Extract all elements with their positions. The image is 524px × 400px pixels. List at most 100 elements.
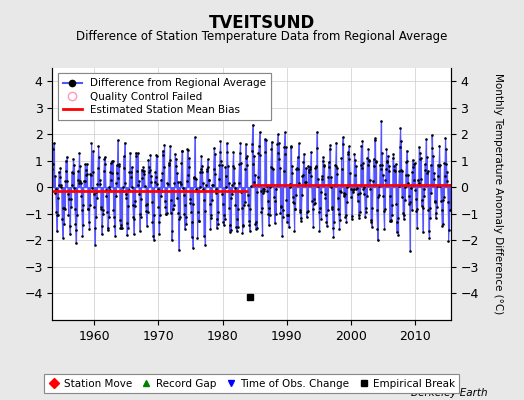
Point: [127, 164, 136, 170]
Point: [80, 177, 89, 184]
Point: [157, 188, 166, 194]
Point: [241, 199, 249, 205]
Point: [216, 138, 225, 144]
Point: [166, 157, 174, 163]
Point: [381, 177, 389, 183]
Point: [119, 153, 128, 160]
Point: [100, 168, 108, 174]
Point: [139, 168, 147, 174]
Point: [123, 220, 132, 226]
Point: [155, 218, 163, 225]
Point: [244, 202, 253, 208]
Point: [280, 144, 288, 150]
Point: [93, 195, 101, 202]
Point: [331, 162, 339, 168]
Point: [341, 191, 349, 198]
Point: [349, 189, 357, 196]
Point: [256, 188, 265, 194]
Point: [220, 211, 228, 218]
Point: [263, 183, 271, 189]
Point: [242, 140, 250, 147]
Point: [403, 158, 411, 164]
Point: [328, 206, 336, 212]
Point: [315, 228, 324, 234]
Point: [363, 192, 371, 199]
Point: [64, 191, 72, 197]
Point: [369, 156, 378, 162]
Point: [356, 209, 364, 215]
Point: [329, 233, 337, 240]
Point: [282, 218, 291, 225]
Point: [278, 214, 287, 220]
Point: [173, 179, 182, 186]
Point: [58, 234, 67, 241]
Point: [299, 171, 307, 178]
Point: [223, 148, 232, 155]
Point: [407, 184, 415, 191]
Point: [115, 163, 123, 170]
Point: [230, 165, 238, 171]
Point: [233, 223, 242, 230]
Point: [50, 140, 58, 146]
Point: [91, 241, 99, 248]
Point: [184, 172, 192, 178]
Point: [249, 153, 258, 160]
Point: [259, 185, 267, 192]
Point: [401, 172, 410, 178]
Point: [225, 228, 234, 235]
Point: [304, 169, 313, 175]
Point: [246, 206, 255, 212]
Point: [307, 173, 315, 179]
Point: [258, 190, 267, 196]
Point: [126, 149, 134, 156]
Point: [94, 143, 103, 149]
Point: [361, 214, 369, 220]
Point: [336, 216, 344, 223]
Point: [334, 206, 342, 212]
Point: [362, 205, 370, 211]
Point: [367, 219, 376, 226]
Point: [318, 176, 326, 182]
Point: [380, 226, 388, 232]
Point: [242, 155, 250, 161]
Point: [267, 146, 276, 152]
Point: [314, 176, 322, 182]
Point: [102, 187, 110, 194]
Point: [141, 201, 150, 208]
Point: [209, 182, 217, 188]
Point: [342, 219, 351, 225]
Point: [59, 205, 67, 212]
Point: [205, 177, 213, 184]
Point: [287, 144, 295, 150]
Point: [378, 162, 386, 169]
Point: [63, 177, 72, 184]
Point: [283, 212, 291, 218]
Point: [348, 187, 357, 194]
Point: [236, 150, 244, 156]
Point: [289, 193, 297, 200]
Point: [53, 212, 61, 218]
Point: [168, 228, 177, 235]
Point: [175, 216, 183, 222]
Point: [405, 193, 413, 200]
Point: [306, 166, 314, 173]
Point: [176, 179, 184, 185]
Point: [222, 173, 231, 180]
Point: [241, 166, 249, 172]
Point: [234, 206, 242, 212]
Point: [303, 208, 312, 214]
Point: [247, 183, 255, 190]
Point: [149, 236, 158, 243]
Point: [55, 182, 63, 188]
Point: [427, 190, 435, 196]
Point: [123, 232, 131, 239]
Point: [77, 180, 85, 186]
Point: [305, 166, 313, 173]
Point: [339, 141, 347, 147]
Point: [144, 156, 152, 163]
Point: [337, 189, 345, 196]
Point: [107, 176, 115, 183]
Point: [391, 161, 400, 167]
Point: [167, 196, 176, 203]
Point: [294, 166, 302, 172]
